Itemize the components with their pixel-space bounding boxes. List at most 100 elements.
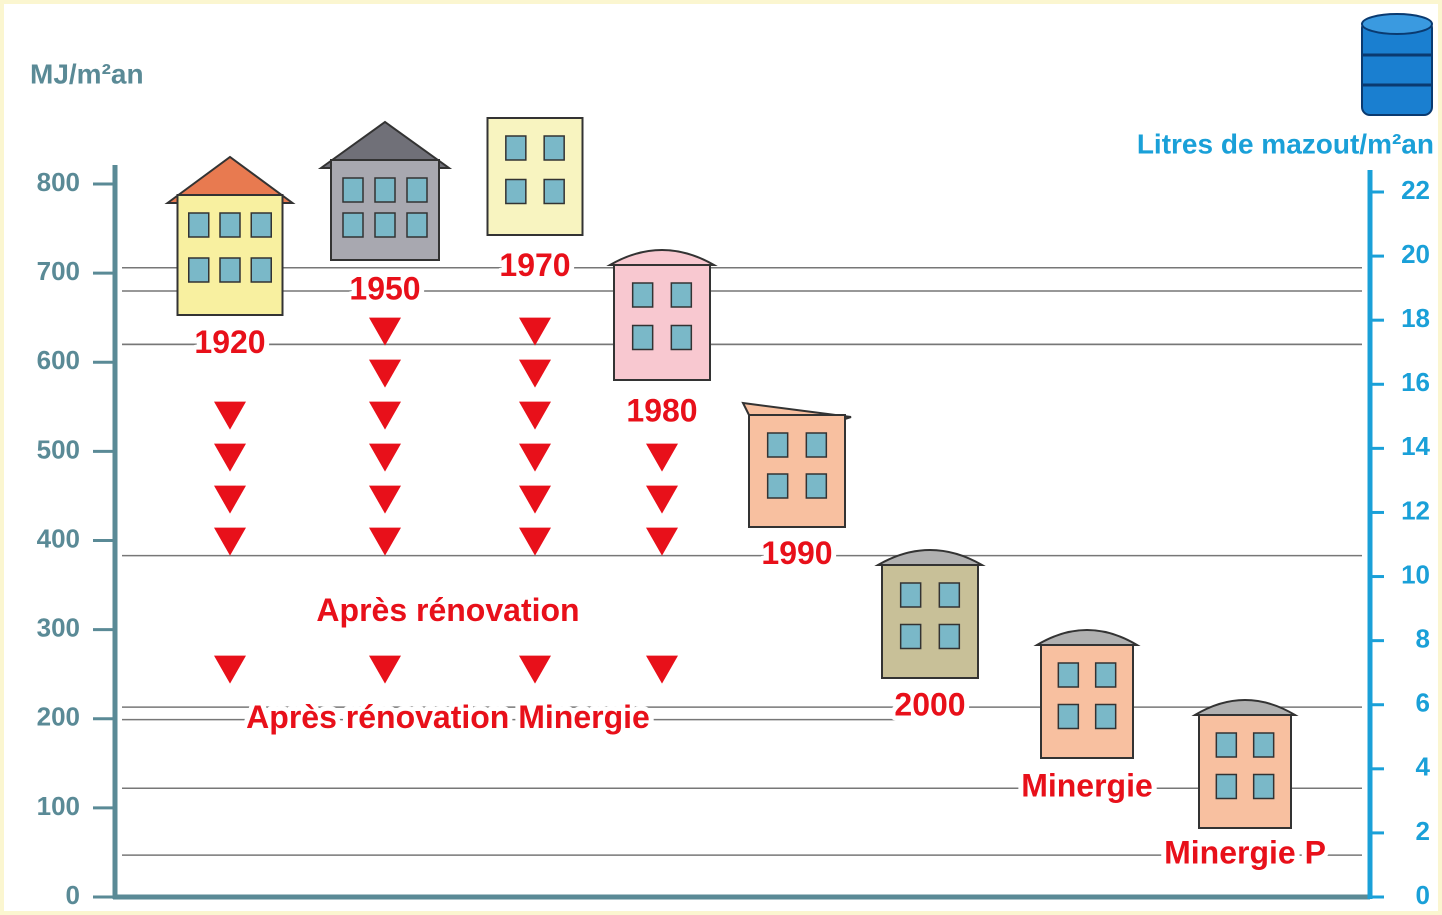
window (342, 212, 364, 238)
window (1215, 732, 1238, 758)
y2-tick-label: 6 (1416, 688, 1430, 718)
y-tick-label: 300 (37, 613, 80, 643)
building (874, 549, 986, 679)
level-label: 1970 (499, 247, 570, 283)
building (606, 249, 718, 381)
arrow (519, 317, 551, 346)
roof (606, 249, 718, 266)
window (938, 582, 961, 608)
y2-axis-title: Litres de mazout/m²an (1137, 128, 1434, 159)
arrow (646, 527, 678, 556)
arrow (214, 527, 246, 556)
window (219, 212, 241, 238)
window (766, 432, 789, 458)
arrow (646, 485, 678, 514)
building-body (1198, 714, 1292, 829)
arrow (369, 527, 401, 556)
building (741, 401, 852, 528)
window (505, 135, 527, 161)
window (1215, 773, 1238, 800)
arrow (519, 485, 551, 514)
y-tick-label: 200 (37, 702, 80, 732)
y2-tick-label: 2 (1416, 816, 1430, 846)
window (219, 257, 241, 283)
y2-tick-label: 0 (1416, 880, 1430, 910)
window (1057, 662, 1080, 688)
arrow (519, 359, 551, 388)
y2-tick-label: 14 (1401, 431, 1430, 461)
building-body (1040, 644, 1134, 759)
arrow (214, 443, 246, 472)
level-label: 2000 (894, 687, 965, 723)
y-tick-label: 800 (37, 167, 80, 197)
y-tick-label: 100 (37, 791, 80, 821)
building (317, 120, 453, 261)
window (250, 212, 272, 238)
arrow (646, 655, 678, 684)
y2-tick-label: 8 (1416, 624, 1430, 654)
window (670, 324, 693, 351)
barrel-icon (1361, 13, 1433, 116)
window (1094, 662, 1117, 688)
level-label: 1950 (349, 270, 420, 306)
y-tick-label: 600 (37, 345, 80, 375)
y-tick-label: 500 (37, 434, 80, 464)
window (938, 623, 961, 650)
building-body (748, 414, 846, 528)
window (374, 177, 396, 203)
window (543, 178, 565, 205)
arrow (519, 443, 551, 472)
y2-tick-label: 10 (1401, 559, 1430, 589)
window (543, 135, 565, 161)
window (1094, 703, 1117, 730)
arrow (369, 443, 401, 472)
building (486, 117, 584, 236)
arrow (646, 443, 678, 472)
y2-tick-label: 12 (1401, 495, 1430, 525)
building (164, 155, 296, 316)
y2-tick-label: 16 (1401, 367, 1430, 397)
window (188, 212, 210, 238)
arrow (519, 527, 551, 556)
level-label: Minergie (1021, 768, 1153, 804)
arrow (369, 401, 401, 430)
y-tick-label: 700 (37, 256, 80, 286)
y2-tick-label: 20 (1401, 239, 1430, 269)
arrow (519, 401, 551, 430)
roof (874, 549, 986, 566)
window (188, 257, 210, 283)
arrow (369, 655, 401, 684)
arrow (369, 359, 401, 388)
level-label: Minergie P (1164, 835, 1326, 871)
building (1033, 629, 1141, 759)
arrow (369, 485, 401, 514)
window (631, 324, 654, 351)
window (631, 282, 654, 308)
building-body (613, 264, 711, 381)
window (374, 212, 396, 238)
roof (1033, 629, 1141, 646)
annotation: Après rénovation Minergie (246, 699, 650, 735)
window (1057, 703, 1080, 730)
window (342, 177, 364, 203)
building-body (330, 159, 440, 261)
y2-tick-label: 22 (1401, 175, 1430, 205)
window (406, 212, 428, 238)
arrow (214, 401, 246, 430)
level-label: 1990 (761, 535, 832, 571)
y-tick-label: 0 (66, 880, 80, 910)
window (766, 473, 789, 499)
y-tick-label: 400 (37, 523, 80, 553)
level-label: 1980 (626, 392, 697, 428)
building (1191, 699, 1299, 829)
y-axis-title: MJ/m²an (30, 58, 144, 89)
window (505, 178, 527, 205)
arrow (214, 485, 246, 514)
window (805, 473, 828, 499)
window (670, 282, 693, 308)
window (250, 257, 272, 283)
window (1252, 773, 1275, 800)
arrow (519, 655, 551, 684)
y2-tick-label: 4 (1416, 752, 1431, 782)
